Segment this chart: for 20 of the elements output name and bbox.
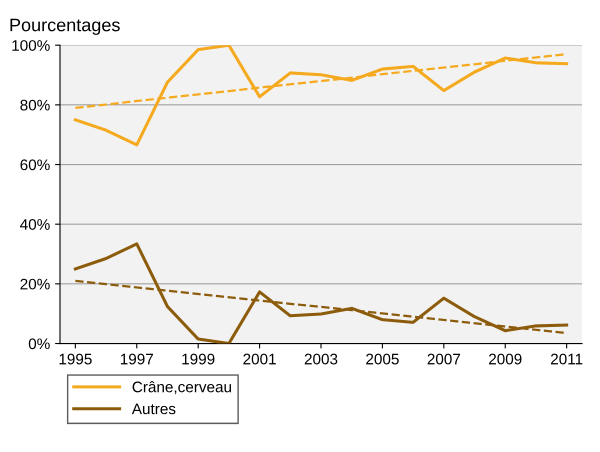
x-tick-label: 2003: [304, 354, 338, 364]
x-tick-label: 1997: [120, 354, 153, 364]
x-tick-label: 1995: [60, 354, 92, 364]
line-series: [74, 242, 568, 344]
y-tick-label: 100%: [12, 40, 50, 51]
x-tick-label: 2005: [366, 354, 399, 364]
legend-label: Autres: [132, 404, 176, 414]
x-tick-label: 2011: [550, 354, 582, 364]
x-tick-label: 2001: [243, 354, 276, 364]
y-tick-label: 20%: [20, 278, 50, 290]
x-tick-label: 2007: [428, 354, 460, 364]
chart-title: Pourcentages: [10, 18, 120, 35]
y-tick-label: 80%: [20, 100, 50, 111]
x-tick-label: 1999: [182, 354, 214, 364]
x-tick-label: 2009: [489, 354, 522, 364]
y-tick-label: 0%: [28, 338, 50, 350]
y-tick-label: 60%: [20, 159, 50, 170]
y-tick-label: 40%: [20, 219, 50, 230]
line-series: [74, 45, 568, 146]
legend-label: Crâne,cerveau: [132, 381, 231, 394]
